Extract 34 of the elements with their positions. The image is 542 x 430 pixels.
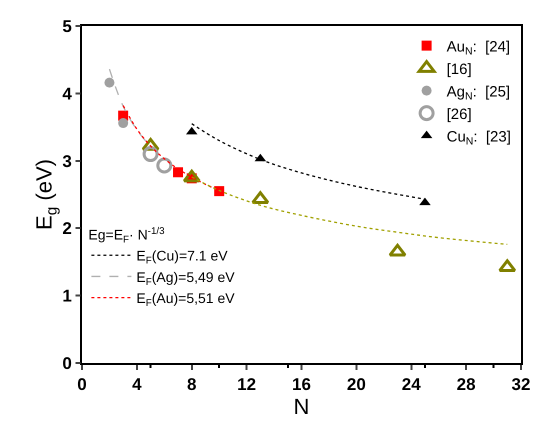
x-axis-title: N xyxy=(294,394,310,420)
legend-label: [26] xyxy=(446,106,472,123)
point xyxy=(173,167,184,178)
point xyxy=(251,191,270,204)
point xyxy=(498,259,516,272)
y-tick-label: 2 xyxy=(62,219,72,238)
x-tick-label: 24 xyxy=(402,375,422,394)
legend-label: [16] xyxy=(446,60,472,78)
x-tick-label: 12 xyxy=(237,375,256,394)
point xyxy=(104,78,114,88)
x-tick-label: 4 xyxy=(132,375,142,394)
point xyxy=(142,146,159,162)
y-tick-label: 5 xyxy=(62,16,72,36)
point xyxy=(118,118,128,128)
y-tick-label: 4 xyxy=(62,84,72,104)
x-tick-label: 28 xyxy=(456,375,476,394)
legend-label: E$_{F}$(Cu)=7.1 eV xyxy=(136,248,228,267)
point xyxy=(388,244,407,257)
y-tick-label: 1 xyxy=(62,286,72,306)
legend-label: Cu$_{N}$: [23] xyxy=(446,128,511,148)
x-tick-label: 8 xyxy=(187,375,196,394)
x-tick-label: 32 xyxy=(512,375,530,394)
legend-label: E$_{F}$(Ag)=5,49 eV xyxy=(136,268,236,288)
legend-title: Eg=E$_{F}$· N$^{-1/3}$ xyxy=(88,226,166,246)
y-tick-label: 0 xyxy=(62,354,72,373)
y-tick-label: 3 xyxy=(62,152,72,171)
legend-label: E$_{F}$(Au)=5,51 eV xyxy=(136,290,236,310)
x-tick-label: 16 xyxy=(292,375,311,394)
legend-label: Ag$_{N}$: [25] xyxy=(446,83,510,103)
point xyxy=(214,186,224,196)
x-tick-label: 0 xyxy=(77,375,87,394)
point xyxy=(156,158,172,174)
x-tick-label: 20 xyxy=(346,375,366,394)
legend-label: Au$_{N}$: [24] xyxy=(446,38,510,58)
